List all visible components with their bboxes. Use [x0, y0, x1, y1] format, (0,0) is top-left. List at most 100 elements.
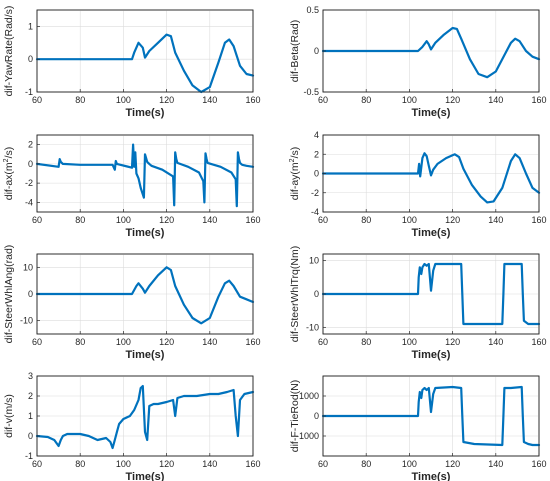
- subplot-1: 60 80 100 120 140 160 -1 0 1 Time(s) dif-YawRate(R…: [3, 6, 261, 119]
- subplot-7: 60 80 100 120 140 160 -1 0 1 2 3 Time(s) dif-v(m/s): [3, 371, 261, 481]
- y-tick-label: 1: [28, 411, 33, 421]
- y-axis-label: dif-Beta(Rad): [289, 20, 301, 82]
- x-tick-label: 100: [116, 95, 131, 105]
- series-line: [321, 152, 541, 204]
- y-tick-label: 0: [314, 169, 319, 179]
- plot-area: [36, 9, 254, 93]
- x-tick-label: 160: [245, 459, 260, 469]
- x-tick-label: 60: [32, 95, 42, 105]
- y-tick-label: 0: [28, 54, 33, 64]
- y-tick-label: 0: [314, 46, 319, 56]
- subplot-3: 60 80 100 120 140 160 -4 -2 0 2 Time(s) dif-ax(m2/s…: [3, 134, 261, 239]
- axes-frame: [36, 134, 254, 213]
- x-tick-label: 100: [116, 337, 131, 347]
- x-tick-label: 120: [445, 215, 460, 225]
- x-tick-label: 80: [75, 337, 85, 347]
- y-tick-label: 0: [28, 289, 33, 299]
- x-axis-label: Time(s): [412, 471, 451, 481]
- y-tick-label: -10: [306, 322, 319, 332]
- x-tick-label: 140: [488, 337, 503, 347]
- series-line: [321, 262, 541, 326]
- y-tick-label: -4: [311, 207, 319, 217]
- x-tick-label: 60: [32, 337, 42, 347]
- y-tick-label: -1: [25, 87, 33, 97]
- x-tick-label: 160: [531, 95, 546, 105]
- y-axis-label: dif-v(m/s): [3, 394, 15, 438]
- x-tick-label: 80: [75, 459, 85, 469]
- x-tick-label: 120: [445, 337, 460, 347]
- x-tick-label: 140: [202, 95, 217, 105]
- x-tick-label: 120: [159, 459, 174, 469]
- x-tick-label: 80: [75, 95, 85, 105]
- x-tick-label: 80: [361, 337, 371, 347]
- x-tick-label: 120: [159, 215, 174, 225]
- y-tick-label: -10: [20, 316, 33, 326]
- series-line: [35, 384, 255, 450]
- x-tick-label: 80: [361, 95, 371, 105]
- y-axis-label: dif-ax(m2/s): [3, 147, 15, 201]
- x-tick-label: 160: [531, 337, 546, 347]
- x-axis-label: Time(s): [126, 471, 165, 481]
- x-tick-label: 100: [402, 337, 417, 347]
- x-tick-label: 100: [402, 215, 417, 225]
- x-axis-label: Time(s): [412, 349, 451, 361]
- x-tick-label: 160: [245, 337, 260, 347]
- x-tick-label: 160: [245, 215, 260, 225]
- y-tick-label: 2: [28, 391, 33, 401]
- y-tick-label: 1: [28, 21, 33, 31]
- y-axis-label: dif-SteerWhlTrq(Nm): [289, 246, 301, 342]
- y-tick-label: 1000: [299, 391, 319, 401]
- x-tick-label: 60: [318, 95, 328, 105]
- y-axis-label: dif-ay(m2/s): [289, 147, 301, 201]
- x-axis-label: Time(s): [126, 107, 165, 119]
- y-tick-label: 2: [314, 149, 319, 159]
- x-tick-label: 120: [445, 459, 460, 469]
- y-axis-label: dif-YawRate(Rad/s): [3, 6, 15, 97]
- x-tick-label: 160: [245, 95, 260, 105]
- y-tick-label: -1000: [296, 431, 319, 441]
- subplot-5: 60 80 100 120 140 160 -10 0 10 Time(s) dif-SteerWh…: [3, 245, 261, 361]
- subplot-8: 60 80 100 120 140 160 -1000 0 1000 Time(s) dif-F-T…: [289, 375, 547, 481]
- x-tick-label: 60: [32, 459, 42, 469]
- y-tick-label: 0.5: [306, 5, 319, 15]
- x-axis-label: Time(s): [412, 107, 451, 119]
- y-tick-label: -2: [25, 178, 33, 188]
- series-line: [35, 266, 255, 325]
- axes-frame: [36, 9, 254, 93]
- x-axis-label: Time(s): [412, 227, 451, 239]
- subplot-2: 60 80 100 120 140 160 -0.5 0 0.5 Time(s) dif-Beta(…: [289, 5, 547, 119]
- x-tick-label: 120: [445, 95, 460, 105]
- x-tick-label: 120: [159, 337, 174, 347]
- y-tick-label: 0: [314, 289, 319, 299]
- y-tick-label: -2: [311, 188, 319, 198]
- y-axis-label: dif-SteerWhlAng(rad): [3, 245, 15, 344]
- y-tick-label: 0: [28, 159, 33, 169]
- y-tick-label: 0: [314, 411, 319, 421]
- x-tick-label: 60: [32, 215, 42, 225]
- x-axis-label: Time(s): [126, 227, 165, 239]
- y-tick-label: -0.5: [303, 87, 319, 97]
- x-tick-label: 140: [488, 459, 503, 469]
- y-tick-label: 3: [28, 371, 33, 381]
- subplot-4: 60 80 100 120 140 160 -4 -2 0 2 4 Time(s) dif-ay(m2/…: [289, 130, 547, 239]
- x-tick-label: 100: [402, 459, 417, 469]
- x-tick-label: 100: [402, 95, 417, 105]
- x-tick-label: 140: [202, 337, 217, 347]
- x-tick-label: 100: [116, 215, 131, 225]
- series-line: [35, 33, 255, 94]
- y-tick-label: -4: [25, 197, 33, 207]
- x-tick-label: 160: [531, 215, 546, 225]
- x-tick-label: 120: [159, 95, 174, 105]
- x-tick-label: 140: [488, 215, 503, 225]
- x-tick-label: 80: [75, 215, 85, 225]
- y-tick-label: 0: [28, 431, 33, 441]
- y-tick-label: -1: [25, 451, 33, 461]
- x-tick-label: 160: [531, 459, 546, 469]
- x-tick-label: 140: [202, 459, 217, 469]
- subplot-6: 60 80 100 120 140 160 -10 0 10 Time(s) dif-SteerWh…: [289, 246, 547, 361]
- x-tick-label: 140: [488, 95, 503, 105]
- x-tick-label: 60: [318, 215, 328, 225]
- y-tick-label: 10: [309, 256, 319, 266]
- y-tick-label: 2: [28, 140, 33, 150]
